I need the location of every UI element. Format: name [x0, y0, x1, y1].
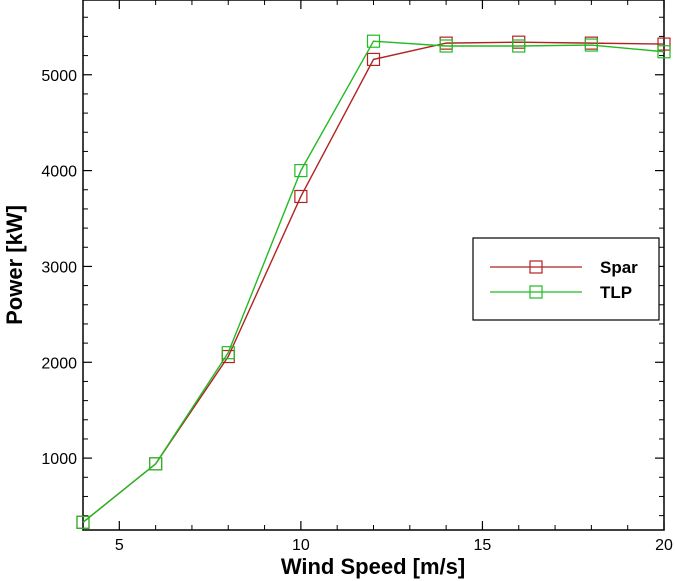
- series-layer: [76, 34, 671, 529]
- x-axis-title: Wind Speed [m/s]: [281, 554, 465, 579]
- data-point-tlp: [512, 39, 526, 53]
- series-line-tlp: [82, 40, 665, 523]
- y-tick-label: 3000: [41, 259, 77, 276]
- y-tick-label: 1000: [41, 451, 77, 468]
- y-axis-title: Power [kW]: [2, 205, 27, 325]
- legend-box: [472, 237, 660, 321]
- data-point-tlp: [221, 346, 235, 360]
- y-tick-label: 2000: [41, 355, 77, 372]
- x-axis-ticks: 5 10 15 20: [82, 0, 673, 554]
- data-point-tlp: [149, 457, 163, 471]
- data-point-spar: [294, 189, 308, 204]
- legend: Spar TLP: [472, 237, 660, 321]
- x-tick-label: 15: [474, 537, 492, 554]
- data-point-tlp: [439, 39, 453, 53]
- data-point-tlp: [584, 38, 598, 52]
- data-point-tlp: [76, 515, 90, 529]
- data-point-spar: [657, 37, 671, 51]
- y-axis-ticks: 1000 2000 3000 4000 5000: [41, 16, 664, 517]
- legend-marker-tlp: [529, 285, 543, 299]
- x-tick-label: 5: [115, 537, 124, 554]
- y-tick-label: 4000: [41, 164, 77, 181]
- data-point-tlp: [657, 45, 671, 59]
- data-point-tlp: [294, 163, 308, 178]
- legend-marker-spar: [529, 260, 543, 274]
- legend-label-tlp: TLP: [600, 283, 632, 302]
- data-point-tlp: [366, 34, 381, 48]
- x-tick-label: 20: [655, 537, 673, 554]
- x-tick-label: 10: [292, 537, 310, 554]
- data-point-spar: [366, 52, 381, 67]
- y-tick-label: 5000: [41, 68, 77, 85]
- legend-label-spar: Spar: [600, 258, 638, 277]
